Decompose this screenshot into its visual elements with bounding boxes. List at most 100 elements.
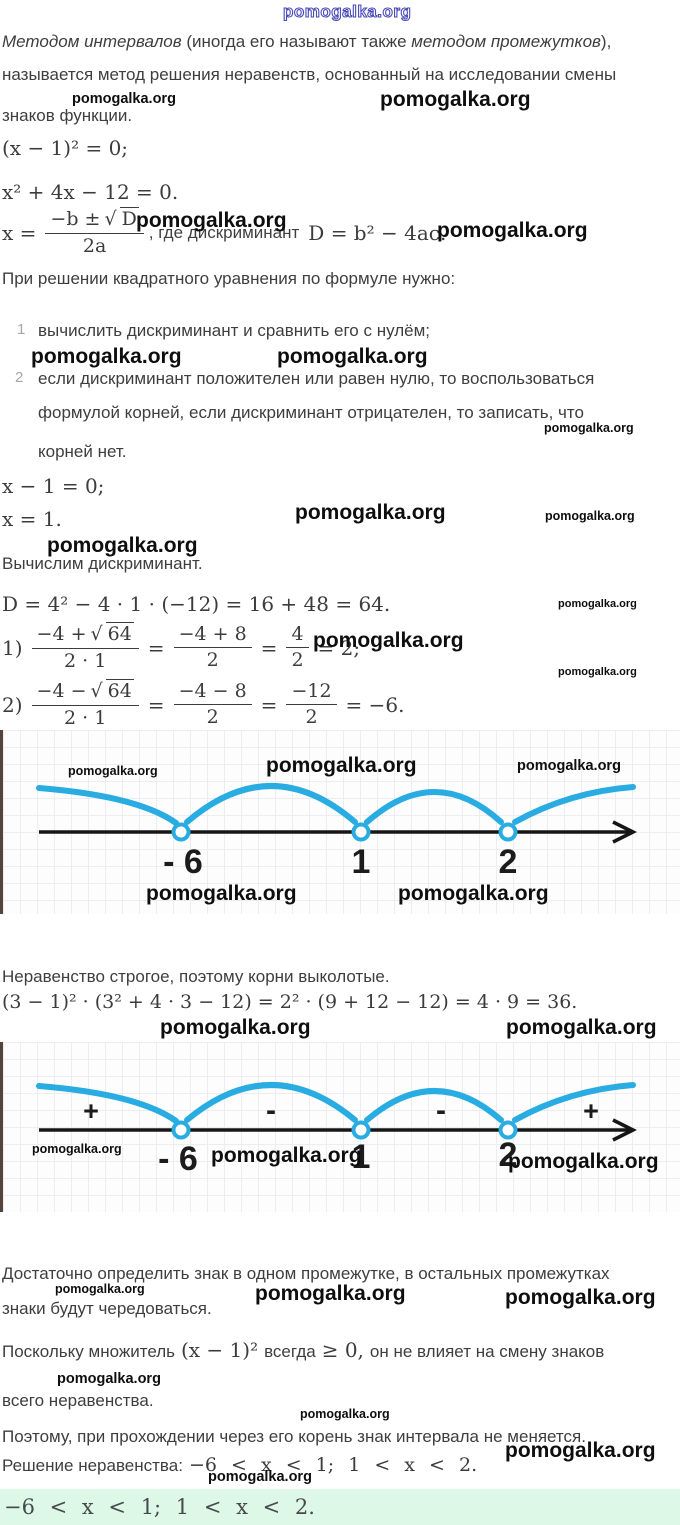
radical-sign: √ xyxy=(104,208,117,230)
axis-label-minus-6: - 6 xyxy=(158,1140,198,1178)
interval-sign-plus-1: + xyxy=(83,1096,99,1126)
equals-sign: = xyxy=(147,692,165,717)
factor-text-3: он не влияет на смену знаков xyxy=(369,1342,605,1361)
watermark: pomogalka.org xyxy=(160,1016,311,1039)
watermark: pomogalka.org xyxy=(208,1469,312,1485)
alternate-signs-line-1: Достаточно определить знак в одном проме… xyxy=(2,1264,610,1283)
lead-paragraph: При решении квадратного уравнения по фор… xyxy=(2,269,456,288)
watermark: pomogalka.org xyxy=(313,629,464,652)
denominator: 2a xyxy=(82,234,107,257)
watermark: pomogalka.org xyxy=(68,764,158,778)
intro-term-1: Методом интервалов xyxy=(2,32,182,51)
arc-right xyxy=(512,784,636,825)
fraction: −12 2 xyxy=(286,680,337,731)
axis-label-2: 2 xyxy=(499,843,518,881)
alternate-signs-line-2: знаки будут чередоваться. xyxy=(2,1299,212,1318)
step-line: если дискриминант положителен или равен … xyxy=(38,369,595,388)
watermark: pomogalka.org xyxy=(295,501,446,524)
number-line-svg: + - - + - 6 1 2 xyxy=(36,1082,637,1178)
arc-mid-1 xyxy=(184,783,358,825)
denominator: 2 · 1 xyxy=(64,706,107,729)
open-point-1 xyxy=(351,822,371,842)
intro-text-2: ), xyxy=(600,32,612,51)
denominator: 2 xyxy=(291,649,304,672)
equals-sign: = xyxy=(147,635,165,660)
axis-label-2: 2 xyxy=(499,1136,518,1174)
watermark: pomogalka.org xyxy=(505,1439,656,1462)
number-line-diagram-1: - 6 1 2 xyxy=(0,730,680,914)
watermark: pomogalka.org xyxy=(505,1286,656,1309)
solution-label: Решение неравенства: xyxy=(2,1456,183,1475)
watermark: pomogalka.org xyxy=(31,345,182,368)
watermark: pomogalka.org xyxy=(437,219,588,242)
equals-sign: = xyxy=(260,692,278,717)
arc-left xyxy=(36,1083,179,1124)
interval-sign-plus-2: + xyxy=(583,1096,599,1126)
numerator: −4 − xyxy=(36,680,87,702)
watermark: pomogalka.org xyxy=(211,1144,362,1167)
formula-quadratic: x² + 4x − 12 = 0. xyxy=(2,180,179,204)
radical-sign: √ xyxy=(90,623,103,645)
watermark: pomogalka.org xyxy=(508,1150,659,1173)
step-line: корней нет. xyxy=(38,441,127,461)
intro-text-1: (иногда его называют также xyxy=(181,32,412,51)
formula-discriminant-def: D = b² − 4ac. xyxy=(308,220,447,245)
denominator: 2 xyxy=(206,649,219,672)
watermark: pomogalka.org xyxy=(506,1016,657,1039)
intro-term-2: методом промежутков xyxy=(411,32,601,51)
fraction: −b ± √ D 2a xyxy=(45,207,144,259)
intro-line-2: называется метод решения неравенств, осн… xyxy=(2,65,617,84)
watermark: pomogalka.org xyxy=(136,209,287,232)
solution-line: Решение неравенства: −6 < x < 1; 1 < x < … xyxy=(2,1453,483,1478)
interval-sign-minus-1: - xyxy=(266,1094,276,1127)
formula-roots-mid: , где дискриминант xyxy=(148,222,300,242)
open-point-2 xyxy=(498,822,518,842)
arc-mid-2 xyxy=(364,789,504,825)
formula-discriminant-calc: D = 4² − 4 · 1 · (−12) = 16 + 48 = 64. xyxy=(2,592,391,616)
watermark: pomogalka.org xyxy=(380,88,531,111)
numerator: −4 − 8 xyxy=(173,680,252,706)
open-point-1 xyxy=(351,1120,371,1140)
step-text: если дискриминант положителен или равен … xyxy=(38,368,594,463)
denominator: 2 · 1 xyxy=(64,649,107,672)
open-point-2 xyxy=(498,1120,518,1140)
formula-x-equals-1: x = 1. xyxy=(2,507,62,531)
denominator: 2 xyxy=(305,706,318,729)
intro-line-1: Методом интервалов (иногда его называют … xyxy=(2,31,611,53)
number-line-svg: - 6 1 2 xyxy=(36,783,637,881)
interval-sign-minus-2: - xyxy=(436,1094,446,1127)
step-text: вычислить дискриминант и сравнить его с … xyxy=(38,321,431,340)
factor-math-2: ≥ 0, xyxy=(321,1338,364,1362)
factor-note-line-1: Поскольку множитель (x − 1)² всегда ≥ 0, он … xyxy=(2,1337,604,1363)
formula-roots: x = −b ± √ D 2a , где дискриминант D = b² … xyxy=(2,207,446,259)
formula-x-minus-1-squared: (x − 1)² = 0; xyxy=(2,136,129,160)
formula-x-minus-1: x − 1 = 0; xyxy=(2,474,105,498)
watermark: pomogalka.org xyxy=(300,1407,390,1421)
watermark: pomogalka.org xyxy=(255,1282,406,1305)
root-1-result: = 2; xyxy=(317,635,361,660)
step-number: 1 xyxy=(17,321,26,338)
arc-right xyxy=(512,1082,636,1123)
radicand: 64 xyxy=(105,679,134,702)
watermark: pomogalka.org xyxy=(558,598,637,610)
answer-highlight-box: −6 < x < 1; 1 < x < 2. xyxy=(0,1489,680,1525)
solution-math: −6 < x < 1; 1 < x < 2. xyxy=(188,1454,478,1476)
root-1-label: 1) xyxy=(2,635,23,660)
intro-line-3: знаков функции. xyxy=(2,106,133,125)
step-number: 2 xyxy=(15,369,24,386)
watermark: pomogalka.org xyxy=(47,534,198,557)
open-point-minus-6 xyxy=(171,1120,191,1140)
strict-inequality-note: Неравенство строгое, поэтому корни выкол… xyxy=(2,967,390,986)
watermark: pomogalka.org xyxy=(57,1371,161,1387)
root-pass-note: Поэтому, при прохождении через его корен… xyxy=(2,1427,586,1446)
factor-text-2: всегда xyxy=(264,1342,316,1361)
axis-label-1: 1 xyxy=(352,843,371,881)
answer-text: −6 < x < 1; 1 < x < 2. xyxy=(4,1495,315,1519)
arc-left xyxy=(36,785,179,826)
root-2-result: = −6. xyxy=(345,692,405,717)
axis-label-1: 1 xyxy=(352,1138,371,1176)
